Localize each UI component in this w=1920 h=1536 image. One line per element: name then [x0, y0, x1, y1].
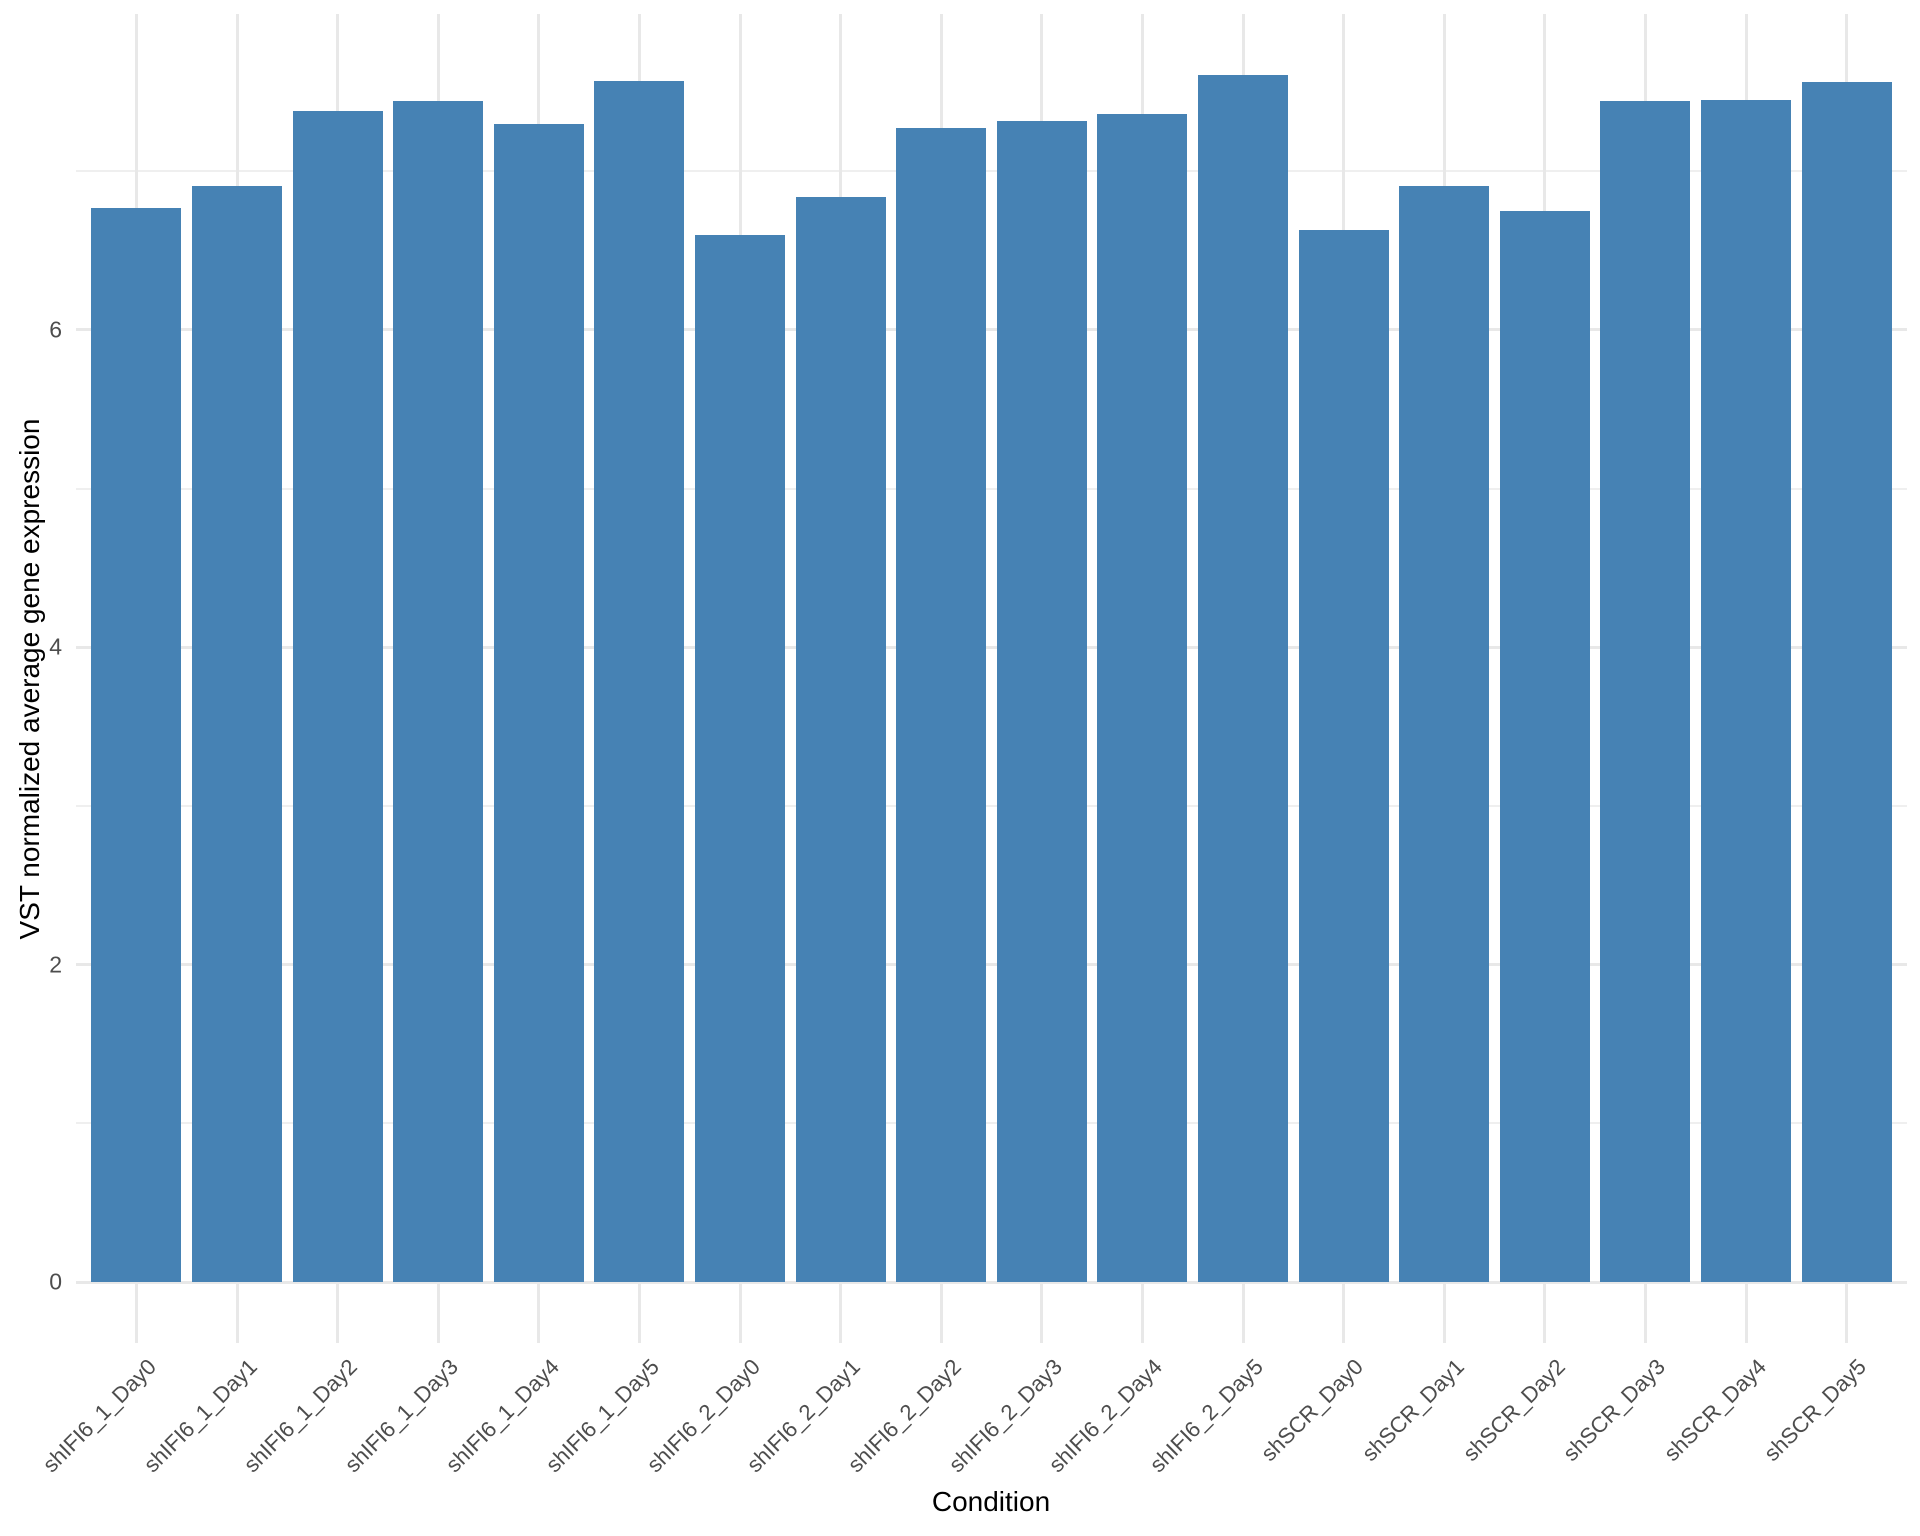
y-gridline-minor	[76, 804, 1907, 807]
bar-shIFI6_1_Day5	[594, 80, 685, 1282]
bar-shIFI6_1_Day0	[91, 207, 182, 1282]
x-tick-label: shSCR_Day4	[1658, 1354, 1771, 1466]
x-tick-label: shSCR_Day0	[1256, 1354, 1369, 1466]
y-gridline-major	[76, 328, 1907, 332]
bar-shIFI6_2_Day2	[896, 128, 987, 1282]
y-tick-label: 2	[49, 951, 62, 978]
y-gridline-minor	[76, 487, 1907, 490]
bar-shIFI6_1_Day4	[493, 123, 584, 1282]
y-gridline-minor	[76, 1122, 1907, 1125]
bar-shIFI6_2_Day0	[695, 234, 785, 1282]
y-tick-label: 0	[49, 1268, 62, 1295]
x-tick-label: shSCR_Day1	[1356, 1354, 1469, 1466]
y-tick-label: 4	[49, 633, 62, 660]
bar-shIFI6_2_Day1	[795, 196, 886, 1282]
x-tick-label: shSCR_Day2	[1457, 1354, 1570, 1466]
bar-shIFI6_1_Day2	[292, 111, 383, 1282]
y-gridline-minor	[76, 170, 1907, 173]
y-gridline-major	[76, 645, 1907, 649]
bar-shSCR_Day0	[1298, 230, 1389, 1282]
x-axis-title: Condition	[931, 1486, 1051, 1517]
bar-shSCR_Day2	[1499, 210, 1590, 1282]
bar-shSCR_Day4	[1701, 99, 1791, 1282]
x-tick-label: shSCR_Day3	[1558, 1354, 1671, 1466]
bar-shSCR_Day1	[1399, 185, 1490, 1282]
bar-shIFI6_1_Day3	[393, 101, 484, 1282]
bar-shIFI6_2_Day3	[996, 120, 1087, 1282]
x-tick-label: shSCR_Day5	[1759, 1354, 1872, 1466]
bar-shSCR_Day3	[1600, 101, 1691, 1282]
bar-shIFI6_2_Day4	[1097, 114, 1188, 1282]
y-tick-label: 6	[49, 316, 62, 343]
y-axis-title: VST normalized average gene expression	[14, 418, 45, 940]
bar-shIFI6_1_Day1	[192, 185, 282, 1282]
bar-shSCR_Day5	[1801, 82, 1892, 1282]
bar-shIFI6_2_Day5	[1198, 74, 1288, 1282]
y-gridline-major	[76, 1280, 1907, 1284]
y-gridline-major	[76, 963, 1907, 967]
